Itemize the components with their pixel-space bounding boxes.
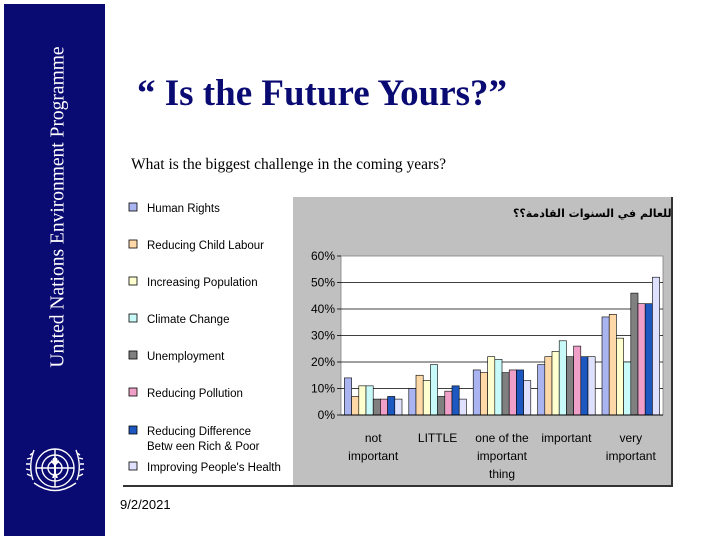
bar <box>573 345 582 416</box>
legend-label: Improving People's Health <box>147 462 281 474</box>
y-tick-label: 10% <box>311 382 335 396</box>
bar <box>480 372 488 416</box>
legend-swatch <box>128 461 138 471</box>
legend-swatch <box>128 425 138 435</box>
bar <box>494 359 503 416</box>
sidebar-title: United Nations Environment Programme <box>40 4 78 409</box>
legend-label: Unemployment <box>147 351 225 363</box>
sidebar-title-text: United Nations Environment Programme <box>48 45 69 368</box>
bar <box>637 303 646 416</box>
bar <box>408 388 417 416</box>
bar <box>616 337 624 416</box>
bar <box>437 396 446 416</box>
bar <box>537 364 546 416</box>
bar <box>523 380 532 416</box>
legend-label: Reducing Pollution <box>147 388 243 400</box>
legend-label: Increasing Population <box>147 277 258 289</box>
legend-swatch <box>128 202 138 212</box>
legend-swatch <box>128 350 138 360</box>
bar <box>501 372 510 416</box>
bar <box>380 398 388 416</box>
bar <box>587 356 596 416</box>
bar <box>630 292 639 416</box>
bar <box>394 398 403 416</box>
y-tick-label: 0% <box>318 408 336 422</box>
bar <box>365 385 374 416</box>
bar <box>544 356 553 416</box>
chart: Human Rights Reducing Child Labour Increas… <box>123 197 720 487</box>
bar <box>551 351 560 416</box>
bar <box>415 374 424 416</box>
bar <box>623 361 632 416</box>
category-label: not important <box>348 431 399 463</box>
category-label: very important <box>606 431 657 463</box>
y-tick-label: 30% <box>311 329 335 343</box>
bar <box>487 356 496 416</box>
legend-swatch <box>128 387 138 397</box>
legend-label: Climate Change <box>147 314 229 326</box>
slide-subtitle: What is the biggest challenge in the com… <box>131 156 447 173</box>
legend-panel <box>123 197 293 485</box>
bar <box>472 369 481 416</box>
bar <box>387 396 396 416</box>
un-emblem-icon <box>25 448 85 492</box>
legend-swatch <box>128 313 138 323</box>
legend-swatch <box>128 276 138 286</box>
bar <box>516 369 524 416</box>
bar <box>422 380 431 416</box>
slide-title: “ Is the Future Yours?” <box>137 73 508 114</box>
bar <box>372 398 381 416</box>
bar <box>652 276 660 416</box>
legend-label: Human Rights <box>147 203 220 215</box>
bar <box>351 396 360 416</box>
y-tick-label: 60% <box>311 249 335 263</box>
bar <box>451 385 460 416</box>
chart-svg: Human Rights Reducing Child Labour Increas… <box>123 197 720 485</box>
bar <box>508 369 517 416</box>
y-tick-label: 50% <box>311 276 335 290</box>
y-tick-label: 40% <box>311 302 335 316</box>
bar <box>558 340 567 416</box>
bar <box>344 377 352 416</box>
bar <box>444 390 453 416</box>
bar <box>430 364 438 416</box>
bar <box>358 385 367 416</box>
slide-date: 9/2/2021 <box>120 497 171 512</box>
bar <box>566 356 574 416</box>
bar <box>608 314 617 416</box>
bar <box>644 303 653 416</box>
bar <box>458 398 467 416</box>
legend-label: Reducing Child Labour <box>147 240 264 252</box>
legend-swatch <box>128 239 138 249</box>
legend-label: Reducing Difference Betw een Rich & Poor <box>147 426 260 453</box>
bar <box>580 356 589 416</box>
chart-title: ماهو التحدي الاكبر للعالم في السنوات الق… <box>513 207 671 220</box>
bar <box>601 316 610 416</box>
sidebar <box>4 4 105 536</box>
category-label: important <box>541 431 592 445</box>
category-label: one of the important thing <box>475 431 529 481</box>
category-label: LITTLE <box>418 431 457 445</box>
y-tick-label: 20% <box>311 355 335 369</box>
